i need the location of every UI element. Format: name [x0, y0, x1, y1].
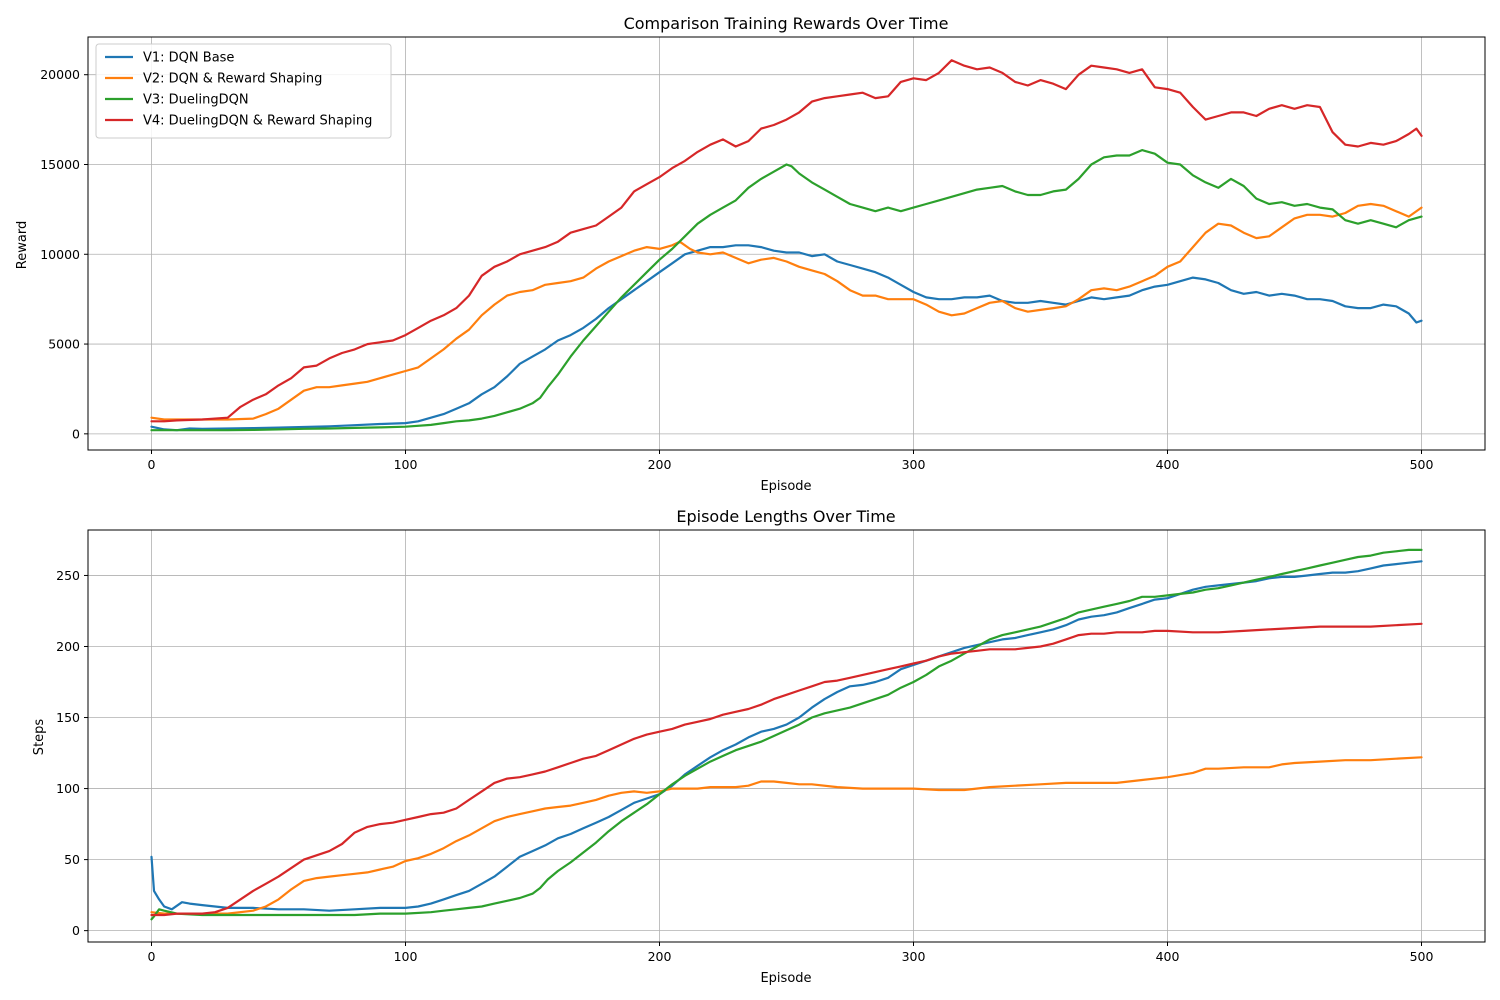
- episode-length-chart-ticks: 0 100 200 300 400 500 0 50 100 150 200 250: [56, 568, 1433, 964]
- episode-length-chart-xlabel: Episode: [760, 971, 811, 986]
- reward-xtick-label-0: 0: [148, 457, 156, 472]
- reward-xtick-label-5: 500: [1410, 457, 1434, 472]
- reward-series-4-line: [150, 59, 1423, 423]
- reward-series-3-line: [150, 149, 1423, 432]
- reward-chart-legend: V1: DQN Base V2: DQN & Reward Shaping V3: …: [95, 43, 392, 139]
- reward-xtick-label-4: 400: [1156, 457, 1180, 472]
- reward-ytick-label-2: 10000: [40, 247, 80, 262]
- reward-chart-xlabel: Episode: [760, 479, 811, 494]
- episode-length-chart-title: Episode Lengths Over Time: [676, 507, 895, 526]
- reward-chart-title: Comparison Training Rewards Over Time: [624, 14, 949, 33]
- episode-length-series-3-line: [150, 548, 1423, 921]
- episode-length-series-4-line: [150, 622, 1423, 917]
- reward-legend-label-1: V1: DQN Base: [143, 51, 234, 66]
- episode-length-ytick-label-5: 250: [56, 568, 80, 583]
- episode-length-ytick-label-0: 0: [72, 923, 80, 938]
- episode-length-series-1-line: [150, 560, 1423, 912]
- reward-xtick-label-3: 300: [902, 457, 926, 472]
- episode-length-chart-grid: [88, 530, 1485, 942]
- episode-length-ytick-label-4: 200: [56, 639, 80, 654]
- reward-ytick-label-1: 5000: [48, 337, 80, 352]
- reward-legend-label-3: V3: DuelingDQN: [143, 93, 249, 108]
- reward-xtick-label-1: 100: [394, 457, 418, 472]
- episode-length-series-2-line: [150, 756, 1423, 915]
- reward-xtick-label-2: 200: [648, 457, 672, 472]
- reward-legend-label-2: V2: DQN & Reward Shaping: [143, 72, 322, 87]
- episode-length-ytick-label-1: 50: [64, 852, 80, 867]
- episode-length-xtick-label-0: 0: [148, 949, 156, 964]
- reward-chart: Comparison Training Rewards Over Time Ep…: [15, 14, 1486, 494]
- episode-length-chart-ylabel: Steps: [32, 719, 47, 756]
- episode-length-xtick-label-1: 100: [394, 949, 418, 964]
- episode-length-xtick-label-4: 400: [1156, 949, 1180, 964]
- reward-ytick-label-0: 0: [72, 426, 80, 441]
- reward-legend-box: [95, 43, 392, 139]
- episode-length-ytick-label-2: 100: [56, 781, 80, 796]
- reward-ytick-label-3: 15000: [40, 157, 80, 172]
- episode-length-chart: Episode Lengths Over Time Episode Steps …: [32, 507, 1486, 986]
- episode-length-xtick-label-5: 500: [1410, 949, 1434, 964]
- episode-length-xtick-label-3: 300: [902, 949, 926, 964]
- reward-chart-series: [150, 59, 1423, 432]
- episode-length-chart-series: [150, 548, 1423, 921]
- episode-length-xtick-label-2: 200: [648, 949, 672, 964]
- reward-ytick-label-4: 20000: [40, 67, 80, 82]
- episode-length-chart-frame: [87, 529, 1486, 943]
- reward-legend-label-4: V4: DuelingDQN & Reward Shaping: [143, 114, 372, 129]
- reward-series-2-line: [150, 202, 1423, 421]
- reward-chart-frame: [87, 36, 1486, 451]
- reward-chart-ylabel: Reward: [15, 221, 30, 269]
- episode-length-ytick-label-3: 150: [56, 710, 80, 725]
- reward-series-1-line: [150, 244, 1423, 432]
